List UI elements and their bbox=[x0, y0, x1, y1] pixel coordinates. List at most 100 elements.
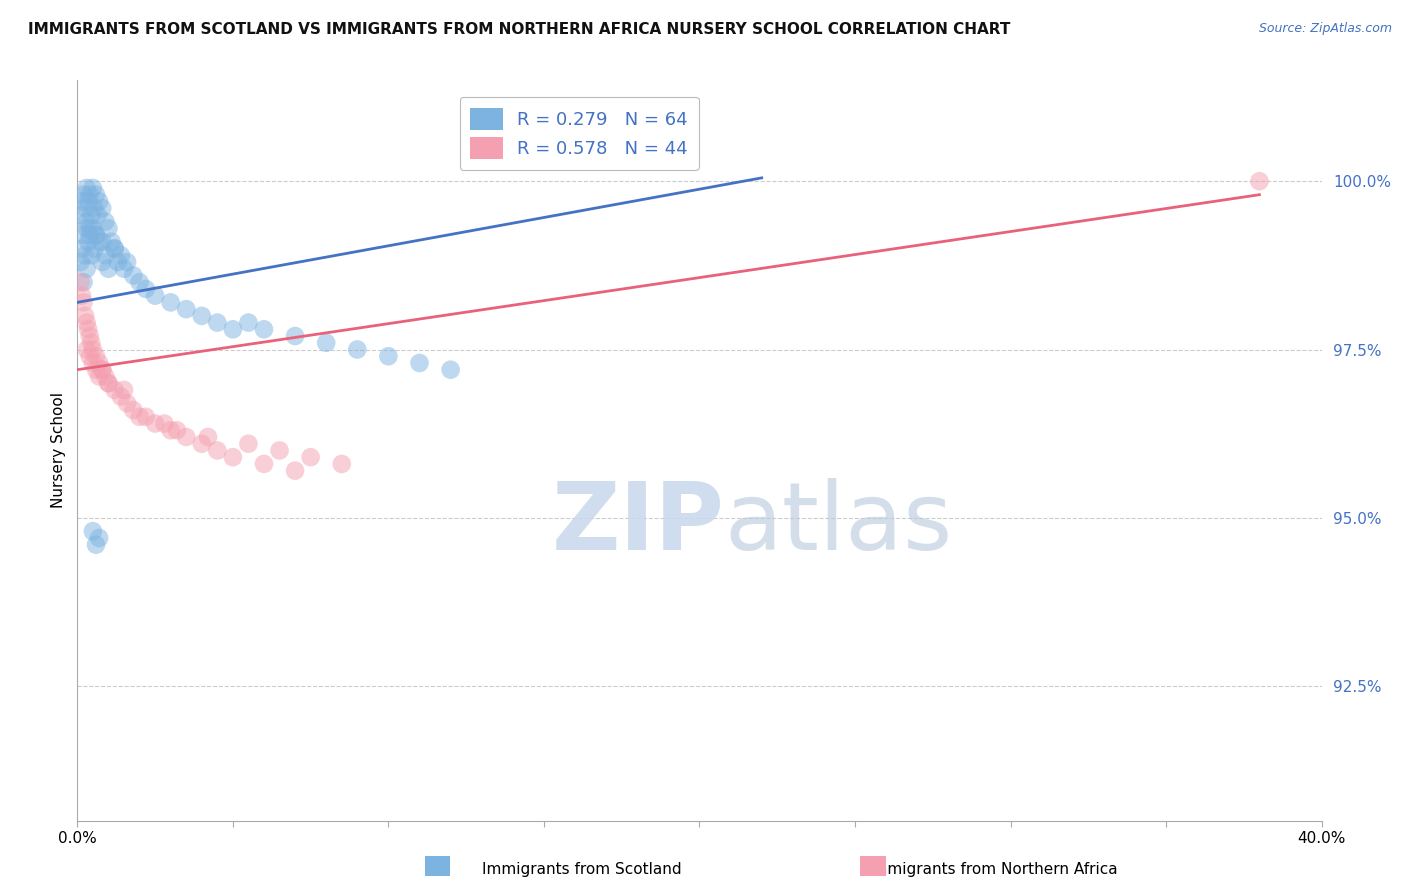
Point bbox=[191, 309, 214, 323]
Point bbox=[269, 443, 291, 458]
Point bbox=[112, 383, 135, 397]
Point bbox=[76, 316, 98, 330]
Point bbox=[122, 268, 145, 283]
Point bbox=[76, 261, 98, 276]
Point bbox=[315, 335, 337, 350]
Point bbox=[330, 457, 353, 471]
Point bbox=[76, 181, 98, 195]
Point bbox=[82, 343, 104, 357]
Point bbox=[72, 275, 94, 289]
Point bbox=[104, 242, 127, 256]
Point bbox=[83, 242, 105, 256]
Point bbox=[69, 208, 91, 222]
Point bbox=[97, 261, 120, 276]
Point bbox=[91, 255, 114, 269]
Point bbox=[238, 316, 260, 330]
Point bbox=[222, 322, 245, 336]
Point bbox=[153, 417, 176, 431]
Point bbox=[284, 464, 307, 478]
Point bbox=[439, 362, 461, 376]
Y-axis label: Nursery School: Nursery School bbox=[51, 392, 66, 508]
Point bbox=[159, 423, 181, 437]
Point bbox=[84, 228, 107, 243]
Point bbox=[82, 181, 104, 195]
Point bbox=[75, 309, 97, 323]
Point bbox=[79, 349, 101, 363]
Point bbox=[174, 430, 197, 444]
Text: ZIP: ZIP bbox=[551, 478, 724, 571]
Point bbox=[87, 235, 110, 249]
Point bbox=[97, 376, 120, 391]
Point bbox=[115, 396, 138, 410]
Text: IMMIGRANTS FROM SCOTLAND VS IMMIGRANTS FROM NORTHERN AFRICA NURSERY SCHOOL CORRE: IMMIGRANTS FROM SCOTLAND VS IMMIGRANTS F… bbox=[28, 22, 1011, 37]
Text: Immigrants from Northern Africa: Immigrants from Northern Africa bbox=[868, 863, 1118, 877]
Point bbox=[104, 242, 127, 256]
Point bbox=[97, 221, 120, 235]
Point bbox=[110, 390, 132, 404]
Text: Immigrants from Scotland: Immigrants from Scotland bbox=[482, 863, 682, 877]
Point bbox=[253, 457, 276, 471]
Point bbox=[79, 221, 101, 235]
Point bbox=[69, 255, 91, 269]
Point bbox=[94, 248, 117, 262]
Point bbox=[128, 409, 150, 424]
Point bbox=[75, 248, 97, 262]
Point bbox=[100, 235, 122, 249]
Point bbox=[1249, 174, 1271, 188]
Point bbox=[72, 295, 94, 310]
Point bbox=[122, 403, 145, 417]
Point bbox=[284, 329, 307, 343]
Point bbox=[77, 322, 100, 336]
Point bbox=[75, 201, 97, 215]
Point bbox=[128, 275, 150, 289]
Point bbox=[166, 423, 188, 437]
Point bbox=[107, 255, 129, 269]
Point bbox=[87, 356, 110, 370]
Point bbox=[91, 201, 114, 215]
Point bbox=[197, 430, 219, 444]
Point bbox=[77, 194, 100, 209]
Point bbox=[69, 275, 91, 289]
Point bbox=[159, 295, 181, 310]
Point bbox=[80, 248, 103, 262]
Point bbox=[222, 450, 245, 465]
Point bbox=[94, 369, 117, 384]
Point bbox=[94, 214, 117, 228]
Point bbox=[82, 221, 104, 235]
Point bbox=[76, 221, 98, 235]
Point bbox=[82, 524, 104, 539]
Point bbox=[80, 335, 103, 350]
Point bbox=[72, 187, 94, 202]
Point bbox=[87, 194, 110, 209]
Point bbox=[84, 538, 107, 552]
Text: atlas: atlas bbox=[724, 478, 953, 571]
Point bbox=[135, 409, 157, 424]
Point bbox=[80, 208, 103, 222]
Point bbox=[82, 356, 104, 370]
Point bbox=[346, 343, 368, 357]
Point bbox=[191, 436, 214, 450]
Point bbox=[86, 208, 108, 222]
Point bbox=[110, 248, 132, 262]
Point bbox=[377, 349, 399, 363]
Point bbox=[79, 228, 101, 243]
Point bbox=[79, 329, 101, 343]
Point bbox=[135, 282, 157, 296]
Point bbox=[70, 194, 93, 209]
Point bbox=[79, 187, 101, 202]
Point bbox=[104, 383, 127, 397]
Point bbox=[91, 362, 114, 376]
Point bbox=[76, 214, 98, 228]
Point bbox=[87, 531, 110, 545]
Point bbox=[70, 288, 93, 302]
Point bbox=[207, 443, 229, 458]
Point bbox=[253, 322, 276, 336]
Point bbox=[84, 349, 107, 363]
Point bbox=[77, 235, 100, 249]
Point bbox=[143, 288, 166, 302]
Point bbox=[143, 417, 166, 431]
Point bbox=[76, 343, 98, 357]
Point bbox=[84, 362, 107, 376]
Point bbox=[174, 302, 197, 317]
Point bbox=[97, 376, 120, 391]
